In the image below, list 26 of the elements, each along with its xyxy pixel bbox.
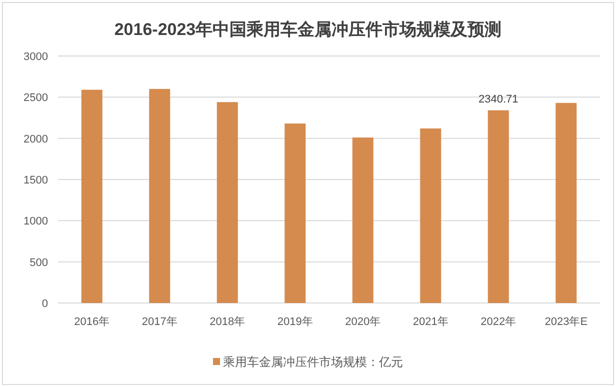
x-tick-label: 2021年 (412, 316, 448, 328)
y-tick-label: 2500 (24, 92, 48, 104)
x-tick-label: 2022年 (480, 316, 516, 328)
y-tick-label: 0 (42, 298, 48, 310)
bar (284, 124, 306, 303)
y-tick-label: 1500 (24, 174, 48, 186)
legend-label: 乘用车金属冲压件市场规模：亿元 (223, 355, 403, 369)
x-tick-label: 2020年 (345, 316, 381, 328)
x-tick-label: 2018年 (210, 316, 246, 328)
bar (488, 110, 509, 303)
x-tick-label: 2019年 (277, 316, 313, 328)
bar (81, 90, 102, 303)
y-tick-label: 1000 (24, 216, 48, 228)
chart-title: 2016-2023年中国乘用车金属冲压件市场规模及预测 (114, 20, 502, 39)
bar (216, 102, 238, 303)
data-label: 2340.71 (478, 93, 518, 106)
y-tick-label: 2000 (24, 133, 48, 146)
y-tick-label: 3000 (24, 51, 48, 63)
x-tick-label: 2017年 (142, 316, 178, 328)
bar (420, 128, 442, 303)
bar (352, 138, 374, 303)
x-tick-label: 2023年E (544, 316, 588, 328)
bar (556, 102, 577, 303)
x-tick-label: 2016年 (74, 316, 110, 328)
bar (149, 88, 170, 303)
y-tick-label: 500 (30, 256, 48, 269)
